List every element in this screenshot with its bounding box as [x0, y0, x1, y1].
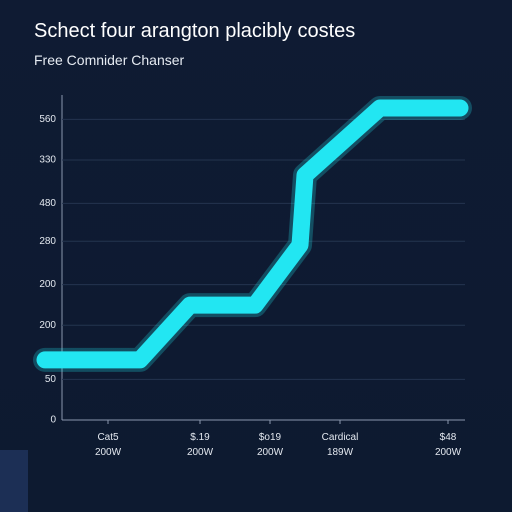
x-tick-label: $o19 200W: [256, 432, 284, 458]
x-tick-label: $.19 200W: [186, 432, 214, 458]
x-tick-label: Cardical 189W: [321, 432, 359, 458]
y-tick-label: 200: [39, 320, 56, 331]
y-tick-label: 0: [50, 415, 56, 426]
chart-title: Schect four arangton placibly costes: [34, 20, 356, 42]
series-line: [36, 99, 469, 369]
x-tick-label: Cat5 200W: [94, 432, 122, 458]
y-tick-label: 50: [45, 374, 57, 385]
y-tick-label: 200: [39, 279, 56, 290]
x-tick-label: $48 200W: [434, 432, 462, 458]
y-tick-label: 480: [39, 198, 56, 209]
line-glow: [33, 96, 472, 372]
corner-block: [0, 450, 28, 512]
y-tick-label: 280: [39, 236, 56, 247]
y-tick-label: 560: [39, 114, 56, 125]
y-tick-label: 330: [39, 155, 56, 166]
chart-subtitle: Free Comnider Chanser: [34, 52, 185, 68]
